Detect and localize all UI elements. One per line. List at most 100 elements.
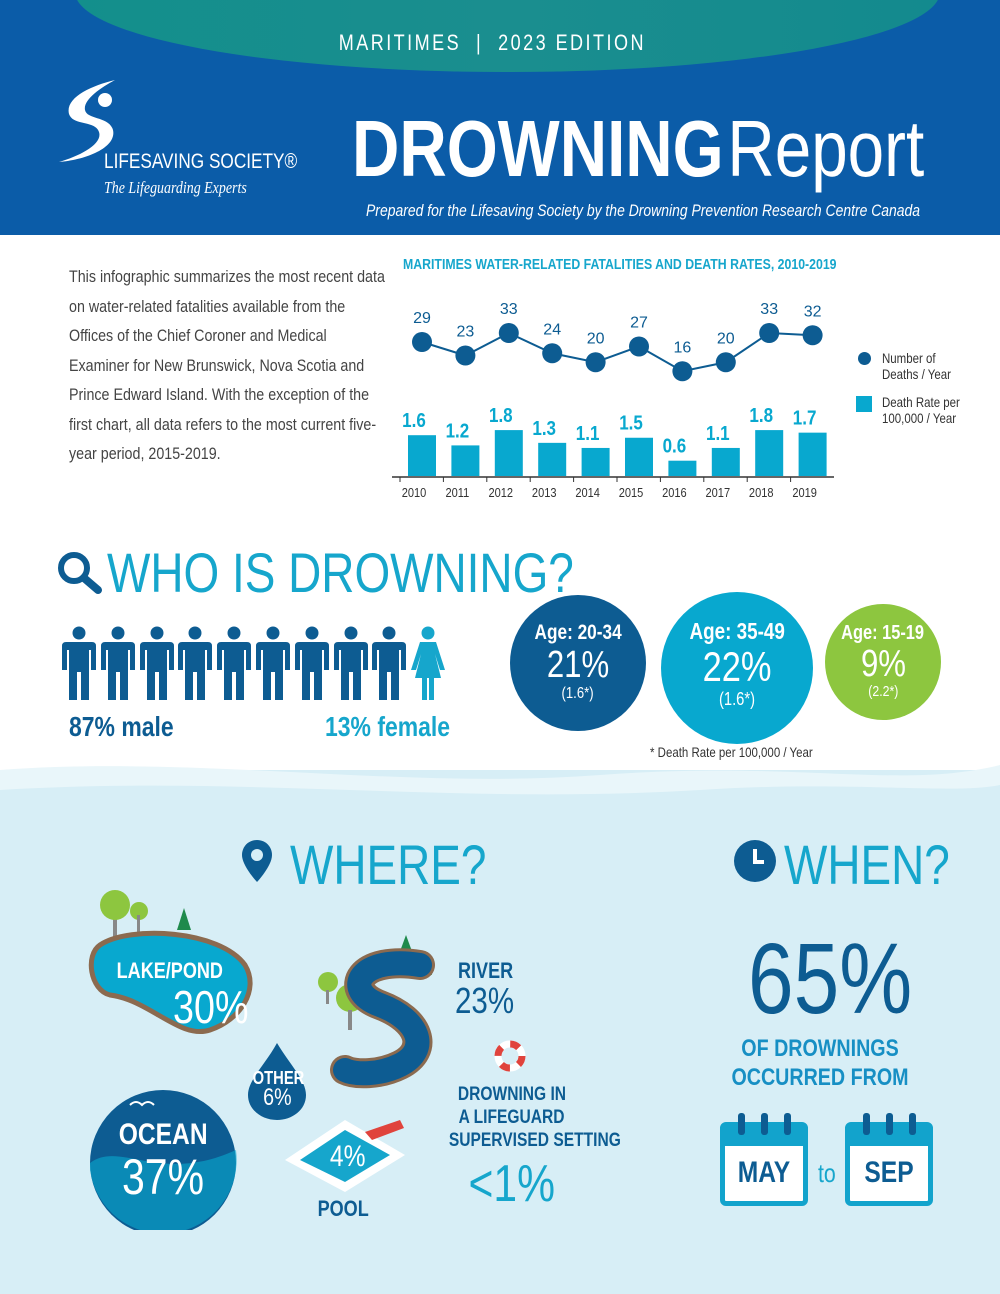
bar-label: 1.7 xyxy=(793,406,817,429)
lifeguard-text: DROWNING IN A LIFEGUARD SUPERVISED SETTING xyxy=(448,1084,621,1151)
lake-pct: 30% xyxy=(173,981,249,1033)
diving-board-icon xyxy=(365,1120,404,1140)
age-circle-15-19: Age: 15-19 9% (2.2*) xyxy=(825,604,941,720)
to-label: to xyxy=(818,1158,836,1188)
bar-2017 xyxy=(711,447,740,476)
other-label: OTHER 6% xyxy=(252,1068,305,1111)
when-heading: WHEN? xyxy=(784,833,950,896)
seagull-icon xyxy=(129,1101,155,1107)
tree-icon xyxy=(100,890,191,940)
deaths-point-2011 xyxy=(455,345,476,366)
male-person-icon xyxy=(100,626,135,700)
bar-label: 1.1 xyxy=(576,422,600,445)
deaths-label: 27 xyxy=(630,315,648,332)
x-tick-label: 2017 xyxy=(706,485,731,500)
legend-item-deaths: Number of Deaths / Year xyxy=(856,350,1000,382)
bar-2018 xyxy=(755,430,784,476)
deaths-label: 20 xyxy=(587,330,605,347)
male-person-icon xyxy=(372,626,407,700)
where-illustration xyxy=(88,890,526,1230)
male-person-icon xyxy=(139,626,174,700)
header: MARITIMES | 2023 EDITION LIFESAVING SOCI… xyxy=(0,0,1000,235)
male-share: 87% male xyxy=(69,711,174,742)
deaths-label: 23 xyxy=(457,324,475,341)
deaths-point-2014 xyxy=(585,352,606,373)
page-title: DROWNING Report xyxy=(352,104,925,193)
deaths-point-2010 xyxy=(412,332,432,352)
bar-2013 xyxy=(538,442,567,476)
when-pct: 65% xyxy=(747,923,913,1035)
bar-label: 1.8 xyxy=(489,404,513,427)
intro-text: This infographic summarizes the most rec… xyxy=(69,267,385,463)
bar-label: 0.6 xyxy=(663,434,687,457)
when-text: OF DROWNINGS OCCURRED FROM xyxy=(731,1035,909,1091)
river-shape xyxy=(333,951,432,1086)
ocean-label: OCEAN xyxy=(118,1118,208,1151)
gender-pictogram xyxy=(60,626,460,702)
bar-label: 1.3 xyxy=(532,417,556,440)
bar-label: 1.6 xyxy=(402,409,426,432)
deaths-label: 20 xyxy=(717,330,735,347)
deaths-point-2017 xyxy=(715,352,736,373)
female-person-icon xyxy=(411,626,446,700)
bar-2019 xyxy=(798,432,827,476)
deaths-point-2013 xyxy=(542,343,563,364)
legend-item-rate: Death Rate per 100,000 / Year xyxy=(856,394,1000,426)
bar-label: 1.8 xyxy=(749,404,773,427)
male-person-icon xyxy=(294,626,329,700)
x-tick-label: 2018 xyxy=(749,485,774,500)
deaths-line xyxy=(421,331,813,373)
x-tick-label: 2019 xyxy=(792,485,817,500)
bar-2015 xyxy=(625,437,653,476)
logo-tagline: The Lifeguarding Experts xyxy=(104,178,247,197)
location-pin-icon xyxy=(242,840,272,882)
male-person-icon xyxy=(256,626,290,700)
subtitle: Prepared for the Lifesaving Society by t… xyxy=(366,201,921,220)
male-person-icon xyxy=(217,626,252,700)
deaths-point-2016 xyxy=(672,361,693,382)
wave-decoration xyxy=(0,765,1000,820)
river-pct: 23% xyxy=(455,980,515,1021)
deaths-point-2012 xyxy=(498,323,519,343)
deaths-label: 32 xyxy=(804,303,822,320)
male-person-icon xyxy=(62,626,96,700)
other-drop-shape xyxy=(248,1043,306,1120)
age-circle-20-34: Age: 20-34 21% (1.6*) xyxy=(510,595,646,731)
deaths-label: 33 xyxy=(500,301,518,318)
x-tick-label: 2012 xyxy=(489,485,514,500)
ocean-pct: 37% xyxy=(121,1149,205,1205)
search-icon xyxy=(58,552,102,594)
bar-2014 xyxy=(581,447,610,476)
lake-shape xyxy=(88,930,253,1035)
x-tick-label: 2015 xyxy=(619,485,644,500)
lifebuoy-icon xyxy=(494,1040,526,1072)
legend-square-icon xyxy=(856,396,872,412)
x-tick-label: 2010 xyxy=(402,485,427,500)
deaths-point-2019 xyxy=(802,325,823,346)
x-tick-label: 2013 xyxy=(532,485,557,500)
calendar-may-icon: MAY xyxy=(720,1113,808,1206)
who-heading: WHO IS DROWNING? xyxy=(107,541,574,604)
footnote: * Death Rate per 100,000 / Year xyxy=(650,744,813,760)
deaths-label: 33 xyxy=(760,301,778,318)
clock-icon xyxy=(734,840,776,882)
bar-2012 xyxy=(494,430,523,476)
deaths-label: 24 xyxy=(543,321,561,338)
deaths-label: 29 xyxy=(413,310,431,327)
deaths-point-2018 xyxy=(759,323,780,343)
male-person-icon xyxy=(333,626,368,700)
edition-label: MARITIMES | 2023 EDITION xyxy=(338,30,646,55)
x-tick-label: 2011 xyxy=(446,485,470,500)
logo-name: LIFESAVING SOCIETY® xyxy=(104,150,298,173)
bar-2010 xyxy=(408,435,436,476)
bar-2011 xyxy=(451,445,480,476)
legend-dot-icon xyxy=(858,352,871,365)
pool-label: POOL xyxy=(317,1196,369,1221)
male-person-icon xyxy=(178,626,213,700)
river-label: RIVER xyxy=(458,958,514,983)
calendar-sep-icon: SEP xyxy=(845,1113,933,1206)
fatalities-chart: 1.6 2010 1.2 2011 1.8 2012 1.3 2013 1.1 2014 1.5 20… xyxy=(392,301,834,500)
chart-title: MARITIMES WATER-RELATED FATALITIES AND D… xyxy=(403,256,837,273)
age-circle-35-49: Age: 35-49 22% (1.6*) xyxy=(661,592,813,744)
female-share: 13% female xyxy=(325,711,451,742)
